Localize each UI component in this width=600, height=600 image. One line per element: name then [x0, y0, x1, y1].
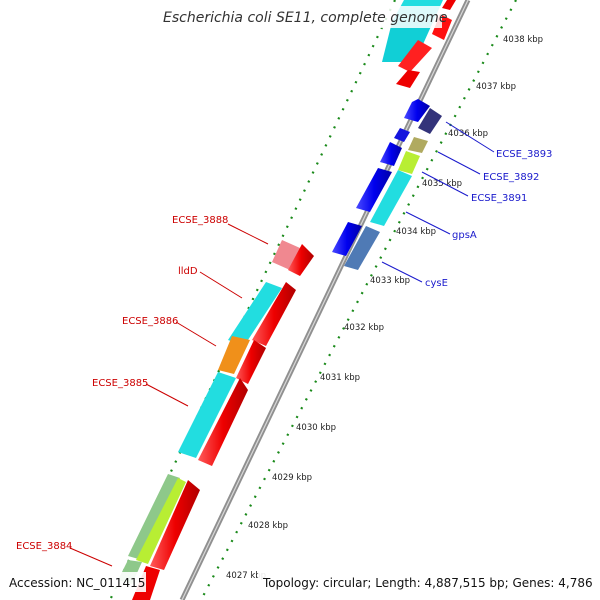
- gene-label: ECSE_3885: [92, 378, 148, 389]
- kbp-tick-label: 4027 kbp: [226, 571, 266, 581]
- genome-stats-label: Topology: circular; Length: 4,887,515 bp…: [262, 576, 593, 590]
- reverse-gene-labels: ECSE_3893 ECSE_3892 ECSE_3891 gpsA cysE: [381, 121, 552, 289]
- gene-ECSE_3893: [404, 99, 430, 122]
- kbp-ticks: 4038 kbp 4037 kbp 4036 kbp 4035 kbp 4034…: [226, 35, 543, 581]
- kbp-tick-label: 4030 kbp: [296, 423, 336, 433]
- kbp-tick-label: 4038 kbp: [503, 35, 543, 45]
- reverse-strand-features: [332, 0, 456, 270]
- kbp-tick-label: 4036 kbp: [448, 129, 488, 139]
- gene-label: ECSE_3886: [122, 316, 178, 327]
- kbp-tick-label: 4032 kbp: [344, 323, 384, 333]
- kbp-tick-label: 4031 kbp: [320, 373, 360, 383]
- gene-label: lldD: [178, 266, 198, 277]
- gene-label: ECSE_3892: [483, 172, 539, 183]
- gene-label: ECSE_3893: [496, 149, 552, 160]
- backbone: [179, 0, 471, 600]
- gene-ECSE_3884: [128, 474, 180, 560]
- inner-tick-track: [200, 0, 517, 600]
- kbp-tick-label: 4035 kbp: [422, 179, 462, 189]
- gene-cysE: [344, 226, 380, 270]
- gene-ECSE_3886: [218, 336, 250, 374]
- kbp-tick-label: 4029 kbp: [272, 473, 312, 483]
- gene-label: ECSE_3888: [172, 215, 228, 226]
- kbp-tick-label: 4028 kbp: [248, 521, 288, 531]
- accession-backdrop: [4, 572, 146, 592]
- map-title: Escherichia coli SE11, complete genome: [163, 10, 447, 26]
- forward-strand-features: [118, 240, 314, 600]
- forward-gene-labels: ECSE_3888 lldD ECSE_3886 ECSE_3885 ECSE_…: [16, 215, 269, 567]
- gene-ECSE_3891: [398, 151, 420, 174]
- kbp-tick-label: 4034 kbp: [396, 227, 436, 237]
- gene-label: ECSE_3884: [16, 541, 72, 552]
- gene-label: cysE: [425, 278, 448, 289]
- gene-lldD: [228, 282, 282, 346]
- kbp-tick-label: 4033 kbp: [370, 276, 410, 286]
- stats-backdrop: [258, 572, 594, 592]
- gene-label: gpsA: [452, 230, 477, 241]
- outer-tick-track: [109, 0, 396, 600]
- accession-label: Accession: NC_011415: [9, 576, 145, 590]
- gene-gpsA: [370, 170, 412, 226]
- gene-ECSE_3892: [408, 137, 428, 153]
- gene-ECSE_3885: [178, 372, 236, 458]
- kbp-tick-label: 4037 kbp: [476, 82, 516, 92]
- gene-label: ECSE_3891: [471, 193, 527, 204]
- title-backdrop: [156, 6, 442, 28]
- gene-dark-blue: [418, 108, 442, 134]
